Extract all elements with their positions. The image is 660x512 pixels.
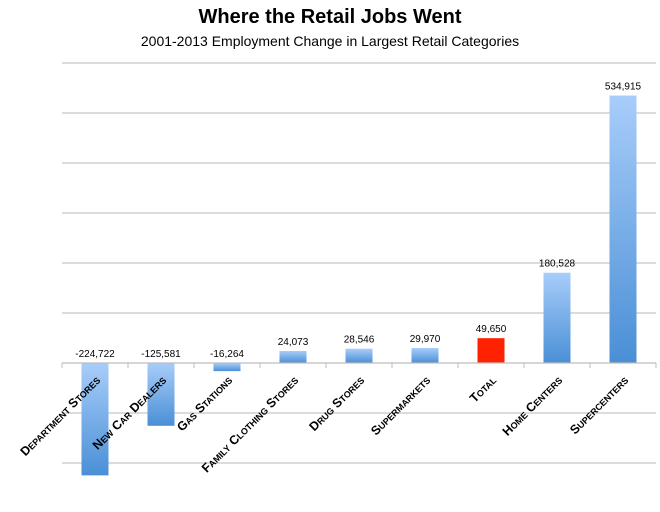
data-label: 49,650 [476,324,507,335]
bar-drug-stores [345,348,373,363]
data-label: 180,528 [539,259,576,270]
bar-department-stores [81,363,109,476]
x-tick-label: Home Centers [500,373,565,438]
bar-gas-stations [213,363,241,372]
chart-title: Where the Retail Jobs Went [198,6,462,28]
data-label: 28,546 [344,335,375,346]
data-label: -224,722 [75,349,115,360]
data-label: 24,073 [278,337,309,348]
bar-family-clothing-stores [279,350,307,363]
data-label: -16,264 [210,349,244,360]
x-tick-label: Gas Stations [174,373,235,434]
x-tick-label: Drug Stores [307,373,368,434]
bar-home-centers [543,272,571,363]
bar-supercenters [609,95,637,363]
x-tick-label: Supermarkets [368,373,433,438]
bar-supermarkets [411,348,439,363]
data-label: -125,581 [141,349,181,360]
data-label: 534,915 [605,82,642,93]
x-tick-label: Supercenters [567,373,631,437]
bar-new-car-dealers [147,363,175,426]
chart-subtitle: 2001-2013 Employment Change in Largest R… [140,33,520,49]
bar-total [477,338,505,363]
data-label: 29,970 [410,334,441,345]
x-tick-label: Total [467,373,500,406]
